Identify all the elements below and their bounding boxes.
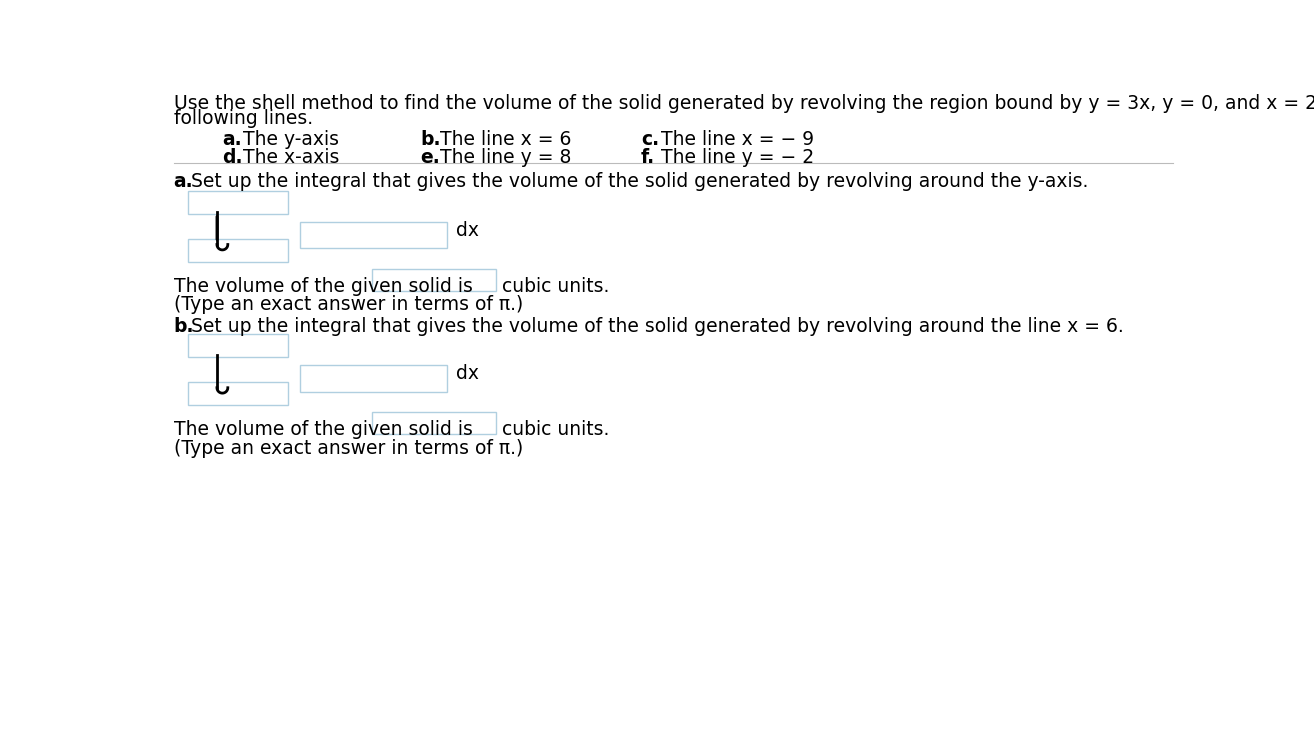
Text: e.: e. (420, 148, 440, 168)
Text: The x-axis: The x-axis (243, 148, 339, 168)
Text: The volume of the given solid is: The volume of the given solid is (173, 277, 473, 296)
Bar (372, 269, 495, 291)
Bar (188, 190, 288, 214)
Text: (Type an exact answer in terms of π.): (Type an exact answer in terms of π.) (173, 295, 523, 315)
Text: Use the shell method to find the volume of the solid generated by revolving the : Use the shell method to find the volume … (173, 93, 1314, 112)
Text: cubic units.: cubic units. (502, 420, 610, 439)
Text: The line y = 8: The line y = 8 (440, 148, 572, 168)
Text: a.: a. (173, 172, 193, 191)
Bar (188, 334, 288, 357)
Text: The y-axis: The y-axis (243, 130, 339, 148)
Text: dx: dx (456, 365, 480, 384)
Text: The line x = 6: The line x = 6 (440, 130, 572, 148)
Text: The line x = − 9: The line x = − 9 (661, 130, 815, 148)
Text: f.: f. (641, 148, 654, 168)
Text: Set up the integral that gives the volume of the solid generated by revolving ar: Set up the integral that gives the volum… (192, 317, 1123, 336)
Text: b.: b. (420, 130, 440, 148)
Bar (188, 239, 288, 262)
Text: b.: b. (173, 317, 194, 336)
Text: a.: a. (222, 130, 242, 148)
Text: c.: c. (641, 130, 660, 148)
Text: The line y = − 2: The line y = − 2 (661, 148, 815, 168)
Text: d.: d. (222, 148, 243, 168)
Text: The volume of the given solid is: The volume of the given solid is (173, 420, 473, 439)
Bar (372, 412, 495, 434)
Bar (188, 382, 288, 406)
Text: Set up the integral that gives the volume of the solid generated by revolving ar: Set up the integral that gives the volum… (192, 172, 1089, 191)
Bar (300, 222, 447, 248)
Bar (300, 365, 447, 392)
Text: dx: dx (456, 221, 480, 240)
Text: cubic units.: cubic units. (502, 277, 610, 296)
Text: (Type an exact answer in terms of π.): (Type an exact answer in terms of π.) (173, 439, 523, 458)
Text: following lines.: following lines. (173, 109, 313, 128)
